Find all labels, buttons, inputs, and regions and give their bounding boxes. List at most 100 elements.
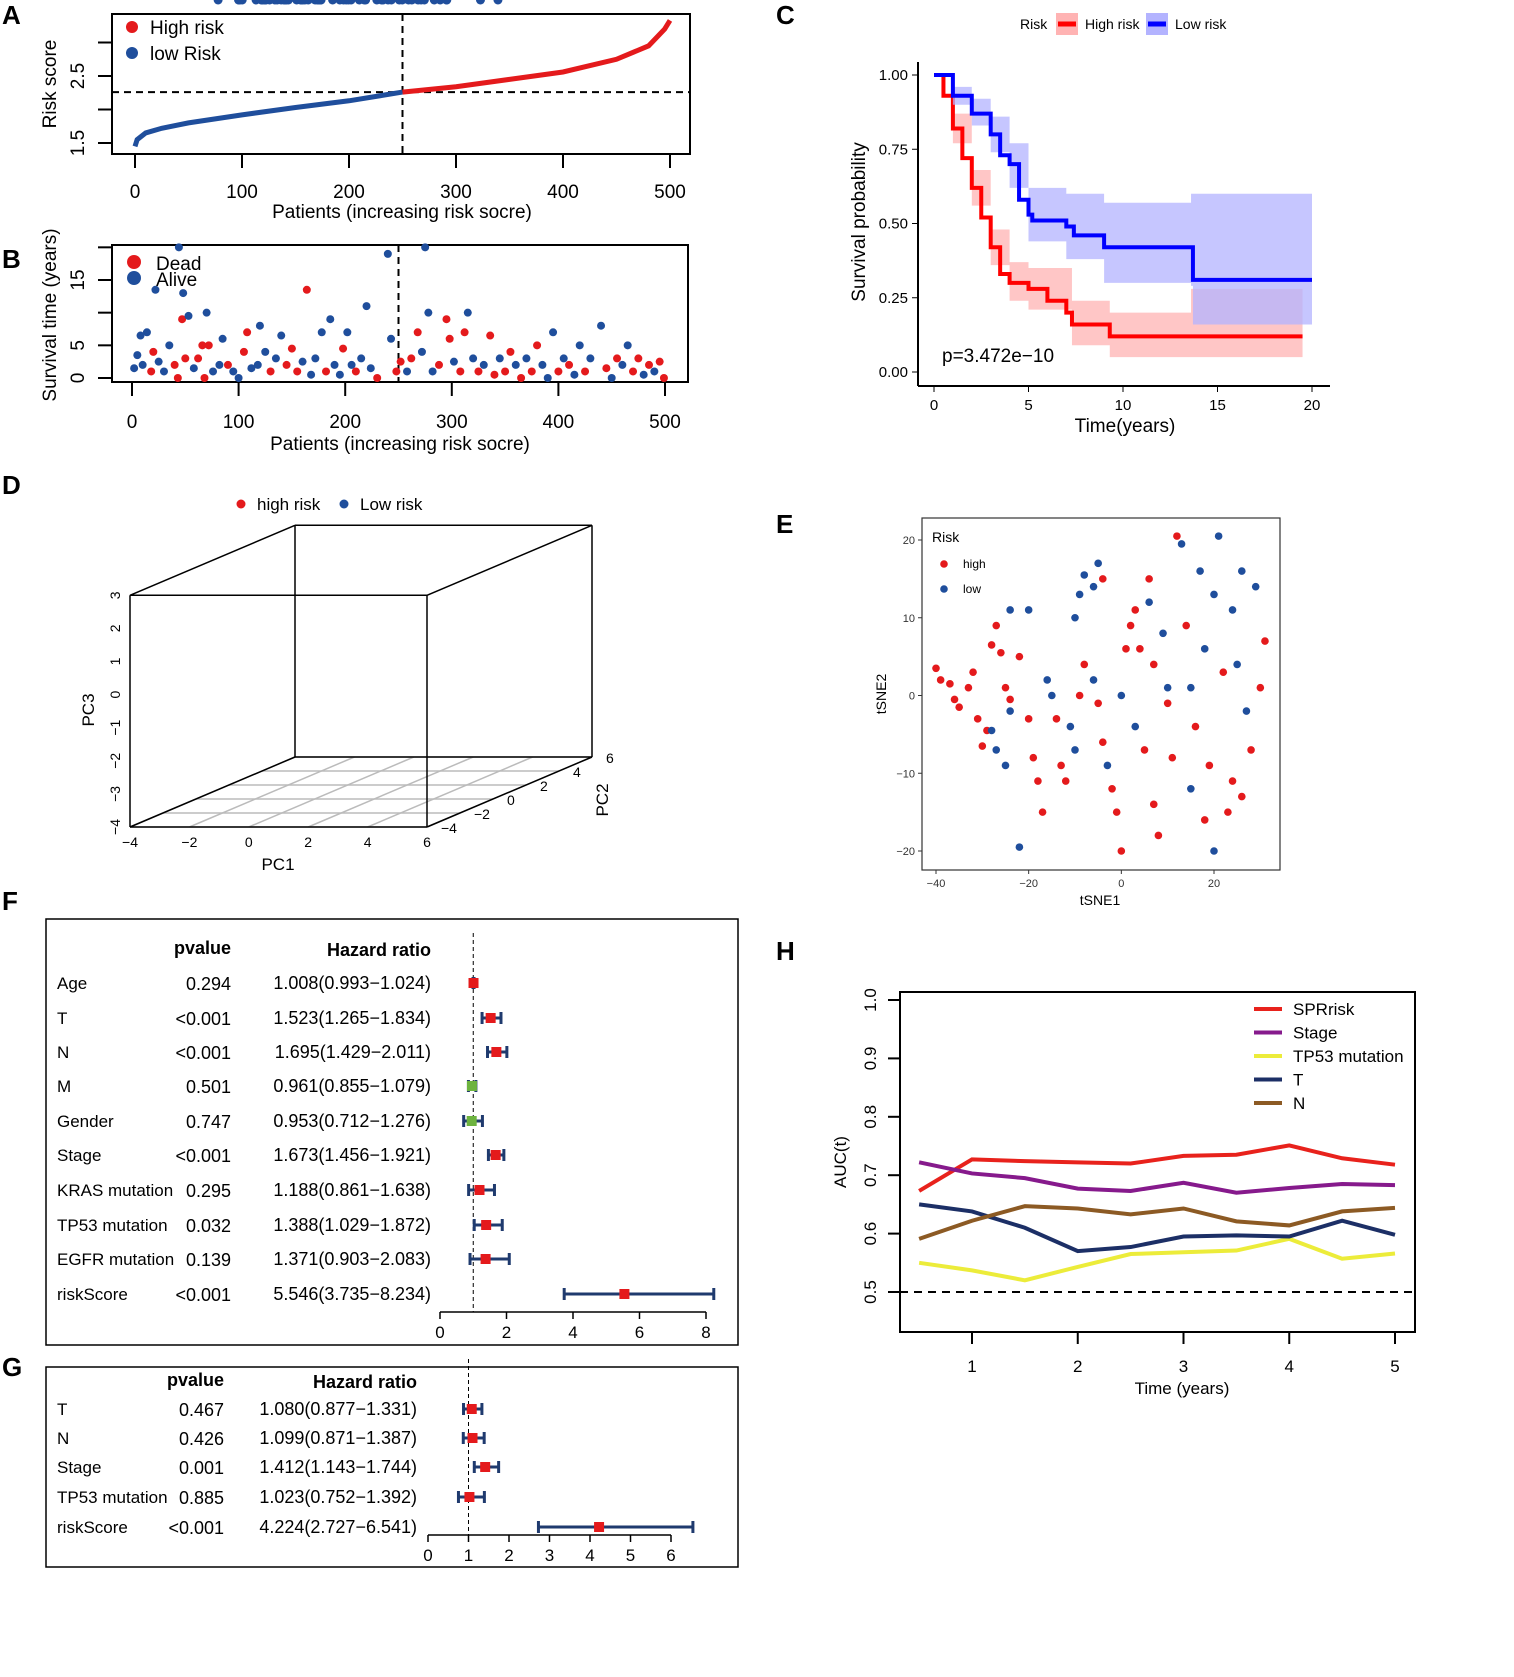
b-point-alive [549, 328, 558, 337]
b-point-dead [243, 328, 252, 337]
d-point-undefined [213, 0, 223, 5]
b-point-dead [486, 331, 495, 340]
e-ytick-label: −10 [896, 768, 915, 780]
e-point-low [1251, 582, 1260, 591]
b-point-alive [229, 367, 238, 376]
b-point-alive [469, 354, 478, 363]
e-point-low [1210, 847, 1218, 855]
g-hr-marker [480, 1462, 491, 1472]
a-ylabel: Risk score [40, 40, 61, 129]
b-point-alive [387, 334, 396, 343]
c-xlabel: Time(years) [1075, 416, 1176, 437]
g-row-hr: 1.023(0.752−1.392) [259, 1487, 417, 1507]
e-point-high [936, 676, 945, 684]
c-ytick-label: 1.00 [879, 67, 908, 84]
b-point-alive [277, 331, 286, 340]
e-point-high [1191, 722, 1200, 731]
g-xtick-label: 4 [585, 1546, 594, 1565]
d-point-undefined [297, 0, 307, 5]
b-point-alive [575, 341, 584, 350]
g-hr-marker [464, 1492, 475, 1502]
b-ylabel: Survival time (years) [40, 228, 61, 401]
e-point-high [1224, 808, 1232, 816]
a-legend-high: High risk [150, 18, 224, 39]
e-point-high [1173, 532, 1181, 540]
e-legend-low: low [963, 582, 981, 596]
panel-e-tsne: Risk high low tSNE1 tSNE2 −40 −20 0 20 −20 −1… [873, 517, 1281, 908]
b-point-alive [449, 357, 458, 366]
g-xtick-label: 5 [626, 1546, 635, 1565]
g-row-label: N [57, 1429, 69, 1448]
c-ci-band-low [934, 75, 1312, 325]
e-point-high [1149, 800, 1158, 809]
b-point-alive [307, 370, 316, 379]
e-point-low [1228, 606, 1237, 614]
c-pvalue: p=3.472e−10 [942, 346, 1054, 367]
b-point-dead [239, 347, 248, 356]
b-point-alive [261, 347, 270, 356]
h-series-line [918, 1204, 1396, 1241]
e-point-low [1094, 559, 1102, 568]
d-ytick-label: −1 [107, 720, 123, 736]
f-row-pvalue: 0.747 [186, 1112, 231, 1132]
b-legend-dead-marker [127, 255, 141, 269]
b-point-dead [460, 328, 469, 337]
b-point-alive [247, 364, 256, 373]
a-xtick-label: 200 [333, 182, 365, 203]
panel-b-survival-time: Patients (increasing risk socre) Surviva… [40, 228, 689, 455]
e-point-low [1242, 707, 1251, 715]
e-point-high [1112, 808, 1121, 816]
e-point-high [946, 680, 954, 688]
a-low-risk-curve [132, 89, 403, 148]
b-xtick-label: 500 [649, 412, 681, 433]
e-point-low [1210, 590, 1218, 599]
e-legend-high-marker [940, 560, 948, 568]
a-xtick-label: 500 [654, 182, 686, 203]
e-point-high [1168, 753, 1177, 762]
e-point-high [1001, 683, 1010, 692]
d-grid [189, 756, 355, 828]
h-legend-label: T [1293, 1071, 1303, 1090]
f-row-pvalue: 0.295 [186, 1181, 231, 1201]
b-point-alive [559, 354, 568, 363]
b-point-alive [639, 370, 648, 379]
e-point-high [1238, 792, 1246, 801]
e-point-high [997, 648, 1005, 657]
panel-h-time-auc: Time (years) AUC(t) SPRrisk Stage TP53 mut… [831, 988, 1416, 1398]
b-point-alive [570, 370, 579, 379]
d-ztick-label: −2 [474, 806, 490, 822]
e-point-low [1071, 613, 1079, 622]
e-point-low [1163, 683, 1172, 692]
d-point-undefined [493, 0, 503, 5]
d-xtick-label: −4 [122, 834, 138, 850]
h-ytick-label: 0.9 [861, 1047, 880, 1071]
e-point-high [1154, 831, 1163, 840]
f-hr-marker [468, 978, 479, 988]
a-xtick-label: 400 [547, 182, 579, 203]
e-ytick-label: −20 [896, 846, 915, 858]
e-point-high [1131, 606, 1140, 614]
e-point-high [969, 668, 977, 676]
b-xlabel: Patients (increasing risk socre) [270, 434, 530, 455]
g-row-hr: 4.224(2.727−6.541) [259, 1517, 417, 1537]
e-point-high [1163, 699, 1172, 708]
b-point-alive [184, 311, 193, 320]
d-ytick-label: −4 [107, 819, 123, 835]
b-ytick-label: 5 [68, 340, 89, 351]
g-header-pvalue: pvalue [167, 1370, 224, 1390]
d-xlabel: PC1 [261, 855, 294, 874]
b-point-alive [138, 360, 147, 369]
panel-f-univariate-forest: pvalue Hazard ratio Age 0.294 1.008(0.993−… [45, 918, 739, 1346]
b-point-dead [413, 328, 422, 337]
b-point-alive [234, 374, 243, 382]
e-xlabel: tSNE1 [1080, 892, 1121, 908]
b-point-alive [421, 243, 430, 252]
f-row-label: TP53 mutation [57, 1216, 168, 1235]
b-point-alive [253, 360, 262, 369]
panel-label-a: A [2, 0, 21, 30]
b-point-alive [174, 243, 183, 252]
h-series-line [918, 1236, 1396, 1283]
b-point-alive [366, 364, 375, 373]
e-point-high [1094, 699, 1102, 708]
c-xtick-label: 5 [1024, 397, 1032, 414]
